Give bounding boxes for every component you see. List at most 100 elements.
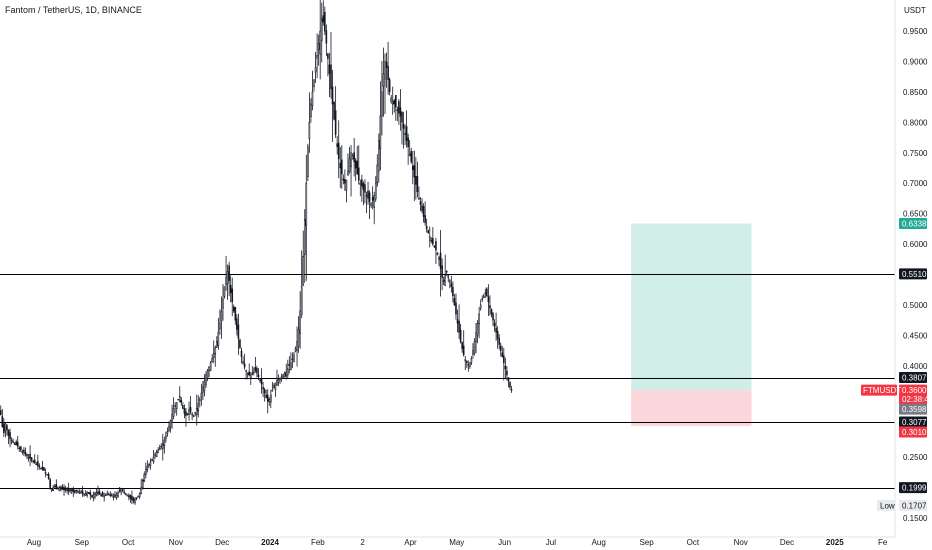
candle-body <box>498 338 500 345</box>
x-tick-label[interactable]: Aug <box>592 538 606 547</box>
x-tick-label[interactable]: Dec <box>215 538 229 547</box>
candle <box>444 254 446 287</box>
x-tick-label[interactable]: Oct <box>687 538 700 547</box>
y-tick-label[interactable]: 0.4500 <box>903 331 928 340</box>
candle-body <box>401 111 403 123</box>
x-tick-label[interactable]: Jun <box>498 538 511 547</box>
x-tick-label[interactable]: May <box>449 538 464 547</box>
candle <box>78 489 81 494</box>
target-zone[interactable] <box>631 223 752 391</box>
y-tick-label[interactable]: 0.5000 <box>903 301 928 310</box>
currency-label[interactable]: USDT <box>904 6 926 15</box>
long-position-tool[interactable] <box>631 223 752 427</box>
x-tick-label[interactable]: 2 <box>360 538 365 547</box>
candle-body <box>0 410 2 415</box>
x-tick-label[interactable]: Nov <box>169 538 183 547</box>
candle <box>46 473 48 476</box>
x-tick-label[interactable]: Sep <box>639 538 654 547</box>
x-tick-label[interactable]: Feb <box>311 538 325 547</box>
y-tick-label[interactable]: 0.8500 <box>903 88 928 97</box>
candle-body <box>382 73 385 87</box>
y-tick-label[interactable]: 0.2500 <box>903 453 928 462</box>
candle-body <box>131 496 133 501</box>
candle <box>161 433 164 461</box>
candle <box>151 458 153 462</box>
y-tick-label[interactable]: 0.7000 <box>903 179 928 188</box>
time-axis[interactable]: Aug Sep Oct Nov Dec 2024 Feb 2 Apr May Jun Jul Aug Se… <box>27 538 888 547</box>
candle-body <box>137 495 139 498</box>
y-tick-label[interactable]: 0.1500 <box>903 514 928 523</box>
candle-body <box>473 341 476 354</box>
candle-body <box>425 225 428 230</box>
x-tick-label[interactable]: Jul <box>546 538 556 547</box>
candle <box>501 346 504 358</box>
x-tick-label[interactable]: Dec <box>780 538 794 547</box>
candle-body <box>222 298 224 309</box>
candle <box>239 338 241 350</box>
x-tick-label[interactable]: Sep <box>75 538 90 547</box>
candle-body <box>291 358 294 361</box>
candle-body <box>237 324 240 339</box>
candle <box>101 490 104 498</box>
candle-body <box>276 380 278 386</box>
candle <box>285 363 288 380</box>
candle-body <box>359 182 362 185</box>
candle-body <box>484 292 487 294</box>
position-box[interactable] <box>631 223 752 427</box>
x-tick-label[interactable]: Aug <box>27 538 41 547</box>
y-tick-label[interactable]: 0.7500 <box>903 149 928 158</box>
x-tick-label[interactable]: Fe <box>878 538 888 547</box>
candle <box>12 438 14 444</box>
candle <box>118 487 121 493</box>
y-tick-label[interactable]: 0.4000 <box>903 362 928 371</box>
y-tick-label[interactable]: 0.6500 <box>903 210 928 219</box>
candle-body <box>456 319 459 324</box>
candle-body <box>216 341 218 348</box>
stop-zone[interactable] <box>631 390 752 427</box>
candle-body <box>4 423 7 432</box>
y-tick-label[interactable]: 0.6000 <box>903 240 928 249</box>
price-axis[interactable]: 0.1500 0.2500 0.4000 0.4500 0.5000 0.6000 0.65… <box>903 27 928 523</box>
candle <box>243 353 246 370</box>
candle <box>40 467 42 470</box>
candle <box>390 94 392 104</box>
candle <box>331 69 334 142</box>
candle-body <box>234 306 237 321</box>
candle-body <box>492 313 494 321</box>
candle-body <box>268 398 271 403</box>
candle <box>376 154 379 187</box>
candle <box>435 237 437 264</box>
candle <box>453 293 456 306</box>
candle <box>245 369 247 380</box>
x-tick-label[interactable]: 2024 <box>261 538 279 547</box>
candle-body <box>345 179 348 191</box>
y-tick-label[interactable]: 0.9500 <box>903 27 928 36</box>
stop-price-tag: 0.3010 <box>899 426 927 438</box>
y-tick-label[interactable]: 0.8000 <box>903 118 928 127</box>
candle <box>447 274 450 283</box>
candle <box>395 95 397 121</box>
candle-body <box>10 439 13 442</box>
candle <box>229 275 232 303</box>
x-tick-label[interactable]: Nov <box>734 538 748 547</box>
candle-body <box>171 414 173 423</box>
candle-body <box>109 494 112 496</box>
candle <box>353 137 355 177</box>
candle <box>322 0 325 26</box>
x-tick-label[interactable]: 2025 <box>826 538 844 547</box>
candle-body <box>283 372 286 378</box>
candle-body <box>9 432 11 440</box>
candle-body <box>260 378 263 385</box>
bid-price-tag-text: 0.3598 <box>902 405 927 414</box>
candle-body <box>60 486 62 490</box>
horizontal-levels[interactable] <box>0 274 895 489</box>
candle <box>411 150 414 185</box>
candle-body <box>303 219 306 255</box>
candle <box>70 487 73 495</box>
x-tick-label[interactable]: Oct <box>122 538 135 547</box>
x-tick-label[interactable]: Apr <box>404 538 417 547</box>
y-tick-label[interactable]: 0.9000 <box>903 57 928 66</box>
candle <box>425 218 428 233</box>
